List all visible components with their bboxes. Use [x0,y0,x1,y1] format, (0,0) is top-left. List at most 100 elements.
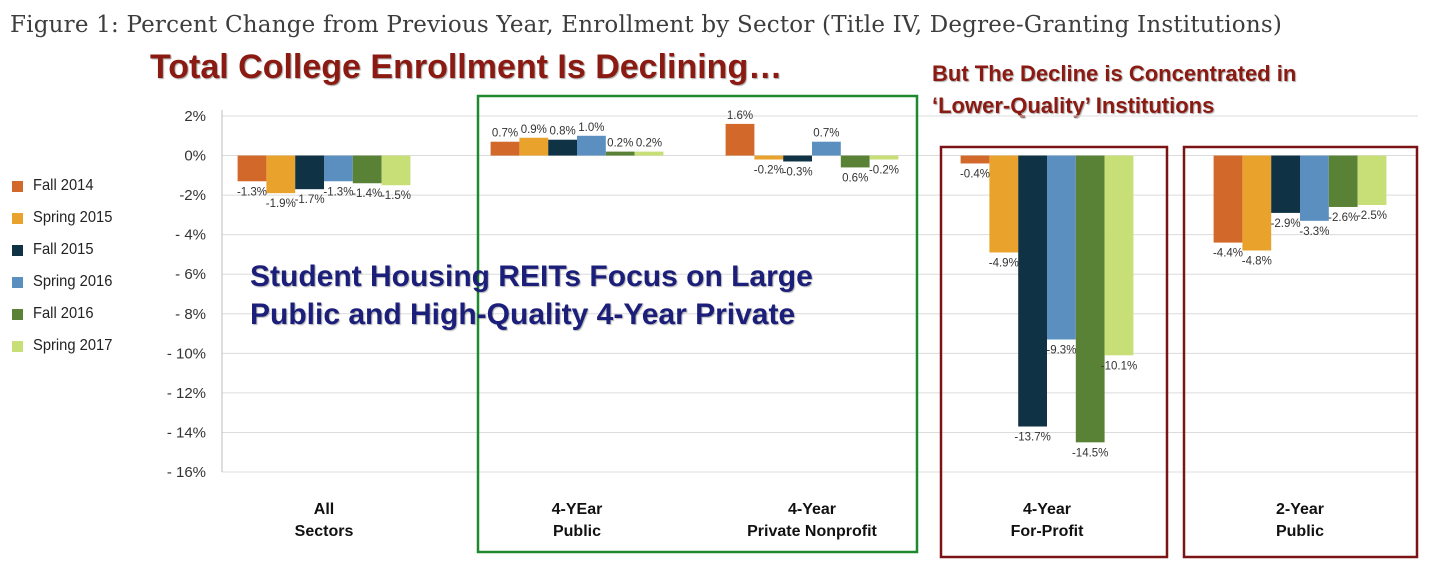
legend-item: Spring 2016 [12,272,119,292]
bar [783,155,812,162]
category-label-line-1: 4-YEar [552,501,603,518]
data-label: 0.7% [492,128,518,140]
legend-item: Spring 2015 [12,208,119,228]
category-label-line-1: 4-Year [1023,501,1071,518]
y-tick-label: - 14% [167,424,206,441]
category-label-line-1: 2-Year [1276,501,1324,518]
data-label: -4.4% [1213,248,1243,260]
bar [381,155,411,186]
y-tick-label: -2% [179,187,206,204]
legend-item: Fall 2014 [12,176,99,196]
bar [1047,155,1076,340]
legend-swatch [12,340,23,352]
bar [812,141,841,156]
bar [577,135,606,156]
bar [960,155,990,164]
bar [295,155,324,190]
legend-swatch [12,212,23,224]
category-label-line-2: Private Nonprofit [747,523,877,540]
data-label: 1.0% [578,122,604,134]
legend-swatch [12,276,23,288]
legend-item: Fall 2016 [12,304,99,324]
bar [869,155,899,160]
data-label: -2.6% [1328,212,1358,224]
data-label: -2.9% [1271,218,1301,230]
bar [1271,155,1300,213]
legend-swatch [12,308,23,320]
legend-swatch [12,244,23,256]
y-tick-label: - 4% [175,227,206,244]
bar [1242,155,1272,251]
legend-swatch [12,180,23,192]
data-label: -0.4% [960,168,990,180]
bar [1104,155,1134,356]
bar [352,155,382,184]
data-label: -1.5% [381,190,411,202]
callout-main-headline: Total College Enrollment Is Declining… [150,48,783,86]
bar [725,123,755,156]
highlight-box-green [476,94,919,554]
bar [1300,155,1329,221]
data-label: -0.2% [754,165,784,177]
bar [1357,155,1387,205]
y-tick-label: 2% [184,108,206,125]
data-label: -4.8% [1242,255,1272,267]
bar [548,139,577,156]
data-label: -1.3% [323,186,353,198]
data-label: -1.3% [237,186,267,198]
data-label: 0.7% [813,128,839,140]
data-label: 0.8% [549,126,575,138]
bar [989,155,1019,253]
legend-label: Spring 2015 [33,209,113,226]
data-label: 0.9% [521,124,547,136]
legend-label: Fall 2015 [33,241,94,258]
data-label: 0.2% [636,138,662,150]
figure-title: Figure 1: Percent Change from Previous Y… [10,12,1283,38]
callout-overlay-line-1: Student Housing REITs Focus on Large [250,260,813,293]
bar [1213,155,1243,243]
data-label: -1.4% [352,188,382,200]
bar [1018,155,1047,427]
y-tick-label: 0% [184,148,206,165]
y-tick-label: - 16% [167,464,206,481]
bar [266,155,296,194]
y-tick-label: - 12% [167,385,206,402]
data-label: -4.9% [989,257,1019,269]
callout-side-note: But The Decline is Concentrated in ‘Lowe… [932,58,1296,122]
highlight-box-two-year [1182,145,1419,559]
legend-item: Spring 2017 [12,336,119,356]
bar [1075,155,1105,443]
y-tick-label: - 6% [175,266,206,283]
bar [754,155,784,160]
data-label: -0.3% [783,166,813,178]
bar [519,137,549,156]
legend-label: Fall 2014 [33,177,94,194]
data-label: 1.6% [727,110,753,122]
category-label-line-1: All [314,501,334,518]
data-label: 0.2% [607,138,633,150]
category-label-line-2: For-Profit [1011,523,1085,540]
bar [324,155,353,182]
callout-overlay-line-2: Public and High-Quality 4-Year Private [250,298,796,331]
data-label: -1.7% [295,194,325,206]
legend-label: Spring 2016 [33,273,113,290]
data-label: 0.6% [842,172,868,184]
bar [634,151,664,156]
y-tick-label: - 10% [167,345,206,362]
data-label: -1.9% [266,198,296,210]
category-label-line-2: Public [1276,523,1324,540]
legend-label: Fall 2016 [33,305,94,322]
bar [605,151,635,156]
bar [1328,155,1358,207]
callout-overlay: Student Housing REITs Focus on Large Pub… [250,258,813,334]
category-label-line-2: Sectors [295,523,354,540]
data-label: -13.7% [1014,432,1050,444]
data-label: -2.5% [1357,210,1387,222]
data-label: -14.5% [1072,447,1108,459]
category-label-line-1: 4-Year [788,501,836,518]
data-label: -3.3% [1299,226,1329,238]
data-label: -0.2% [869,165,899,177]
callout-side-line-2: ‘Lower-Quality’ Institutions [932,93,1215,118]
category-label-line-2: Public [553,523,601,540]
